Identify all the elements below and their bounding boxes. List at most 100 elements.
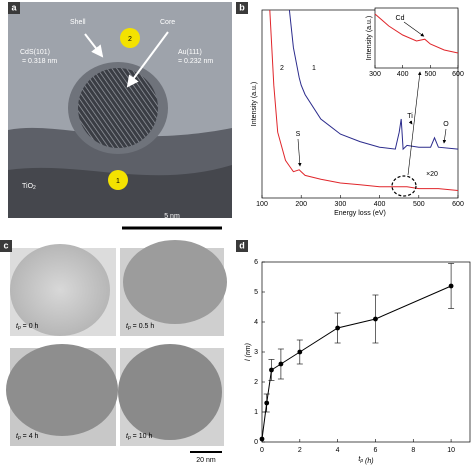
- y-axis-label: Intensity (a.u.): [251, 82, 258, 126]
- text: p: [17, 435, 21, 441]
- y-tick-label: 3: [254, 349, 258, 356]
- text: t: [126, 323, 129, 330]
- y-tick-label: 5: [254, 289, 258, 296]
- text: t: [16, 433, 19, 440]
- data-point: [269, 367, 274, 373]
- axis-label: tp (h): [358, 456, 373, 465]
- text: TiO: [22, 183, 34, 190]
- annotation: Cd: [396, 15, 405, 22]
- data-point: [259, 436, 265, 442]
- series-line: [374, 13, 459, 54]
- text: = 0.5 h: [131, 323, 155, 330]
- data-point: [448, 283, 454, 289]
- arrow: [442, 128, 447, 144]
- frame-label: tp = 10 h: [126, 433, 152, 441]
- text: p: [359, 458, 363, 464]
- annotation: O: [443, 121, 449, 128]
- x-tick-label: 300: [335, 201, 347, 208]
- text: t: [358, 456, 361, 463]
- y-axis-label: Intensity (a.u.): [366, 16, 373, 60]
- y-tick-label: 4: [254, 319, 258, 326]
- x-tick-label: 600: [452, 71, 464, 78]
- x-tick-label: 8: [411, 447, 415, 454]
- scale-label: 5 nm: [164, 213, 180, 220]
- plot-frame: [261, 261, 471, 443]
- x-tick-label: 300: [369, 71, 381, 78]
- text: = 0 h: [21, 323, 39, 330]
- text: l: [245, 359, 252, 361]
- y-tick-label: 1: [254, 409, 258, 416]
- x-tick-label: 6: [374, 447, 378, 454]
- panel-label: a: [11, 2, 17, 12]
- frame-label: tp = 4 h: [16, 433, 39, 441]
- text: = 4 h: [21, 433, 39, 440]
- series-line: [261, 285, 452, 440]
- annotation: Ti: [407, 113, 413, 120]
- x-tick-label: 200: [295, 201, 307, 208]
- series-label: 1: [312, 65, 316, 72]
- frame-label: tp = 0 h: [16, 323, 39, 331]
- data-point: [264, 400, 270, 406]
- text: p: [17, 325, 21, 331]
- x-tick-label: 100: [256, 201, 268, 208]
- x-axis-label: Energy loss (eV): [334, 210, 386, 217]
- frame-label: tp = 0.5 h: [126, 323, 154, 331]
- x-tick-label: 10: [447, 447, 455, 454]
- text: p: [127, 325, 131, 331]
- y-tick-label: 6: [254, 259, 258, 266]
- data-point: [278, 361, 284, 367]
- label: TiO2: [22, 183, 36, 191]
- x-tick-label: 500: [424, 71, 436, 78]
- scale-label: 20 nm: [196, 457, 216, 464]
- series-line: [269, 9, 459, 191]
- label: = 0.232 nm: [178, 58, 213, 65]
- site-label: 1: [116, 178, 120, 185]
- plot-frame: [374, 7, 459, 69]
- x-tick-label: 600: [452, 201, 464, 208]
- plot-frame: [261, 9, 459, 199]
- x-tick-label: 500: [413, 201, 425, 208]
- label: Core: [160, 19, 175, 26]
- annotation: ×20: [426, 171, 438, 178]
- micrograph-a: [8, 2, 232, 230]
- text: t: [16, 323, 19, 330]
- y-tick-label: 2: [254, 379, 258, 386]
- panel-label: c: [3, 240, 8, 250]
- label: Au(111): [178, 49, 202, 56]
- panel-label: d: [239, 240, 245, 250]
- x-tick-label: 400: [397, 71, 409, 78]
- series-line: [288, 9, 459, 151]
- panel-label: b: [239, 2, 245, 12]
- text: = 10 h: [131, 433, 153, 440]
- text: t: [126, 433, 129, 440]
- x-tick-label: 4: [336, 447, 340, 454]
- x-tick-label: 400: [374, 201, 386, 208]
- label-box: [236, 2, 248, 14]
- label: CdS(101): [20, 49, 50, 56]
- text: (h): [363, 458, 374, 465]
- x-tick-label: 2: [298, 447, 302, 454]
- data-point: [297, 349, 303, 355]
- site-label: 2: [128, 36, 132, 43]
- text: p: [127, 435, 131, 441]
- micrograph-c: [0, 240, 227, 453]
- series-label: 2: [280, 65, 284, 72]
- arrow: [407, 71, 422, 176]
- data-point: [335, 325, 341, 331]
- annotations-a: Shell Core CdS(101) = 0.318 nm Au(111) =…: [20, 19, 213, 220]
- x-tick-label: 0: [260, 447, 264, 454]
- arrow: [408, 120, 413, 125]
- zoom-circle: [391, 175, 417, 197]
- y-tick-label: 0: [254, 439, 258, 446]
- arrow: [297, 138, 302, 167]
- label: = 0.318 nm: [22, 58, 57, 65]
- arrow: [403, 21, 425, 37]
- label: Shell: [70, 19, 86, 26]
- axis-label: l (nm): [245, 343, 252, 361]
- annotation: S: [296, 131, 301, 138]
- data-point: [373, 316, 378, 322]
- text: 2: [33, 185, 36, 191]
- text: (nm): [245, 343, 252, 359]
- label-box: [236, 240, 248, 252]
